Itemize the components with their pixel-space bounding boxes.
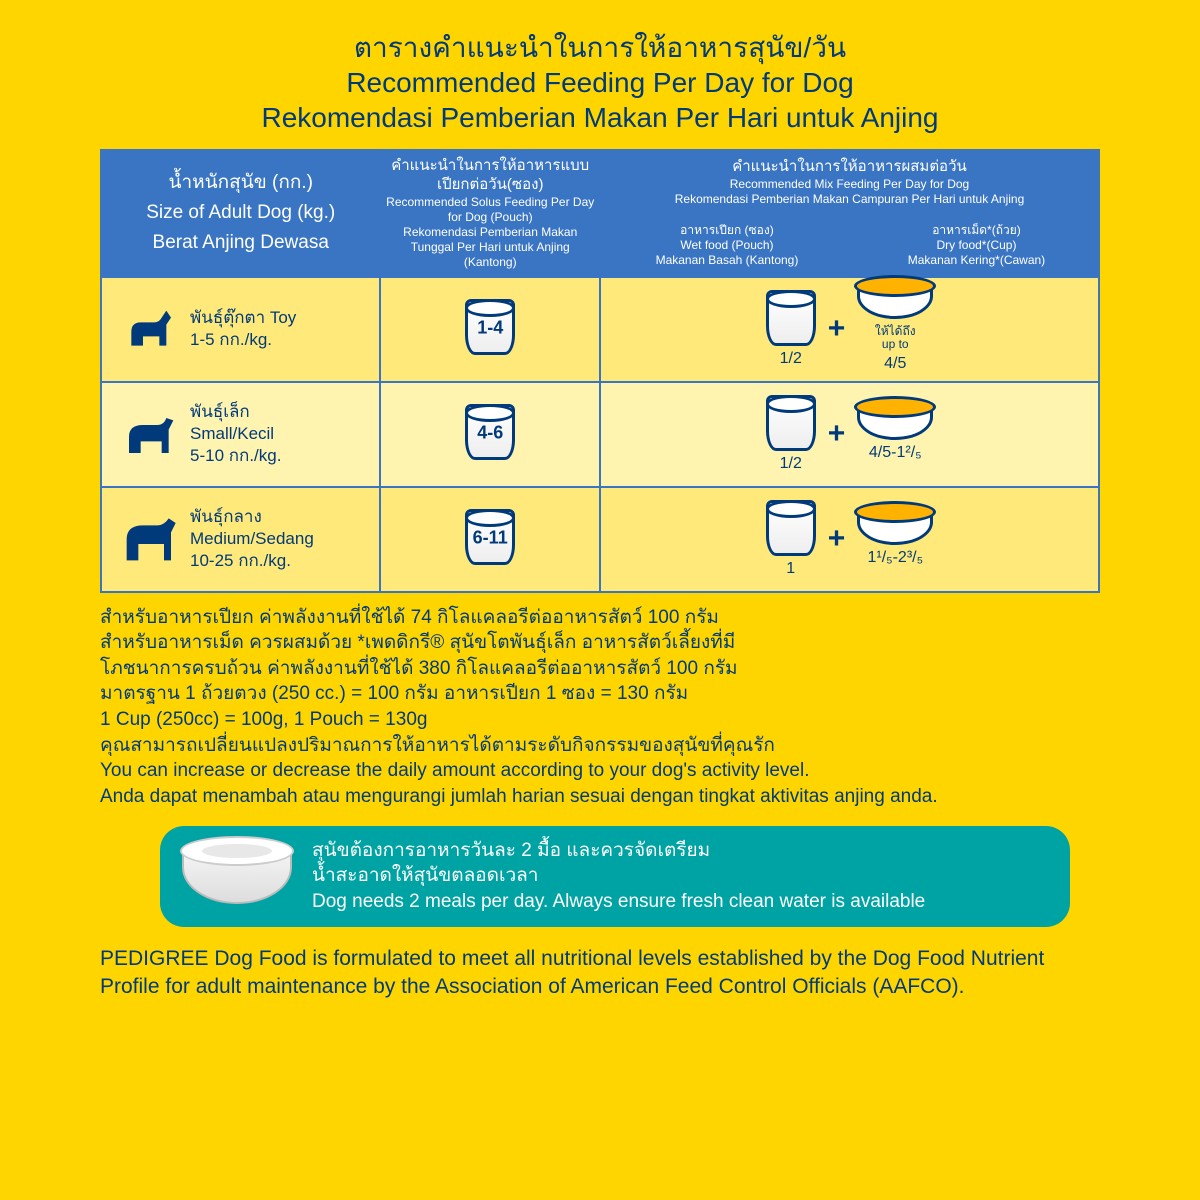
- table-row: พันธุ์กลางMedium/Sedang10-25 กก./kg.6-11…: [101, 487, 1099, 592]
- dry-bowl-icon: [857, 285, 933, 319]
- title-th: ตารางคำแนะนำในการให้อาหารสุนัข/วัน: [100, 30, 1100, 65]
- dry-bowl-icon: [857, 406, 933, 440]
- dry-bowl-icon: [857, 511, 933, 545]
- pouch-icon: 1-4: [465, 299, 515, 355]
- wet-cup-icon: [766, 290, 816, 346]
- dog-icon: [122, 299, 178, 360]
- pouch-icon: 4-6: [465, 404, 515, 460]
- plus-icon: +: [828, 417, 846, 451]
- col-size: น้ำหนักสุนัข (กก.) Size of Adult Dog (kg…: [101, 150, 380, 277]
- notes: สำหรับอาหารเปียก ค่าพลังงานที่ใช้ได้ 74 …: [100, 605, 1100, 810]
- dog-icon: [122, 509, 178, 570]
- dog-icon: [122, 404, 178, 465]
- col-solus: คำแนะนำในการให้อาหารแบบเปียกต่อวัน(ซอง) …: [380, 150, 600, 277]
- water-bowl-icon: [182, 848, 292, 904]
- title-en: Recommended Feeding Per Day for Dog: [100, 65, 1100, 100]
- page-title: ตารางคำแนะนำในการให้อาหารสุนัข/วัน Recom…: [100, 30, 1100, 135]
- col-dry: อาหารเม็ด*(ถ้วย) Dry food*(Cup) Makanan …: [854, 215, 1099, 276]
- footer-text: PEDIGREE Dog Food is formulated to meet …: [100, 945, 1100, 1002]
- wet-cup-icon: [766, 395, 816, 451]
- feeding-table: น้ำหนักสุนัข (กก.) Size of Adult Dog (kg…: [100, 149, 1100, 593]
- title-id: Rekomendasi Pemberian Makan Per Hari unt…: [100, 100, 1100, 135]
- col-mix: คำแนะนำในการให้อาหารผสมต่อวัน Recommende…: [600, 150, 1099, 215]
- water-tip: สุนัขต้องการอาหารวันละ 2 มื้อ และควรจัดเ…: [160, 826, 1070, 927]
- pouch-icon: 6-11: [465, 509, 515, 565]
- wet-cup-icon: [766, 500, 816, 556]
- plus-icon: +: [828, 312, 846, 346]
- col-wet: อาหารเปียก (ซอง) Wet food (Pouch) Makana…: [600, 215, 854, 276]
- table-row: พันธุ์ตุ๊กตา Toy1-5 กก./kg.1-41/2+ให้ได้…: [101, 277, 1099, 382]
- table-row: พันธุ์เล็กSmall/Kecil5-10 กก./kg.4-61/2+…: [101, 382, 1099, 487]
- plus-icon: +: [828, 522, 846, 556]
